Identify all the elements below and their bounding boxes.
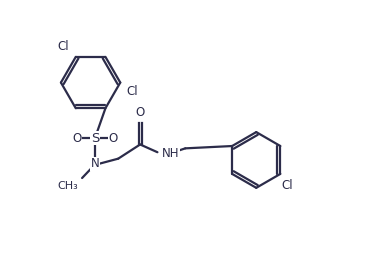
Text: CH₃: CH₃ xyxy=(57,181,78,191)
Text: Cl: Cl xyxy=(282,179,293,191)
Text: S: S xyxy=(91,132,99,144)
Text: O: O xyxy=(135,107,145,119)
Text: O: O xyxy=(109,132,118,144)
Text: N: N xyxy=(91,157,99,170)
Text: NH: NH xyxy=(162,147,180,160)
Text: O: O xyxy=(72,132,82,144)
Text: Cl: Cl xyxy=(127,85,138,98)
Text: Cl: Cl xyxy=(58,40,69,53)
